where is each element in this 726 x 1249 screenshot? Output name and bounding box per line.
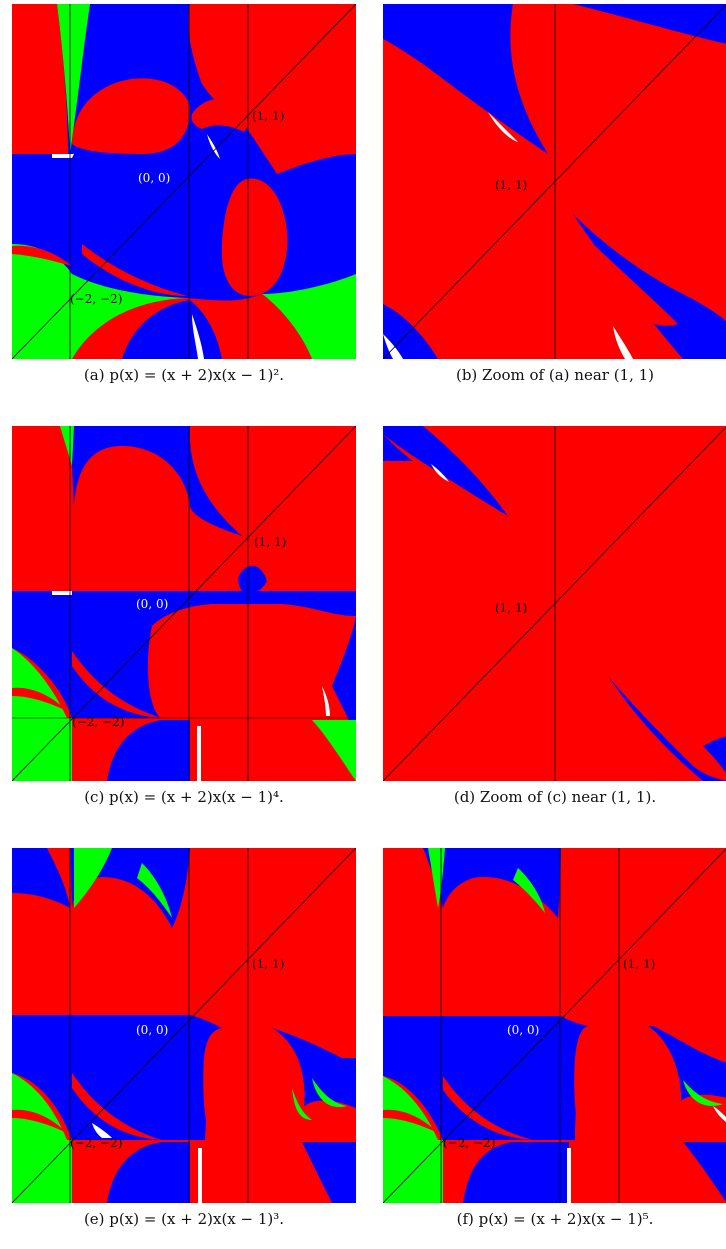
point-label: (−2, −2)	[72, 715, 124, 729]
region-green	[312, 720, 356, 781]
region-blue	[12, 848, 70, 908]
region-white	[192, 314, 204, 359]
region-blue	[302, 1142, 356, 1203]
region-white	[713, 1106, 726, 1123]
region-red	[201, 604, 332, 718]
diagonal-line	[383, 426, 726, 781]
region-blue	[383, 426, 508, 516]
region-blue	[107, 1142, 190, 1203]
region-white	[92, 1123, 112, 1138]
point-label: (−2, −2)	[70, 1136, 122, 1150]
region-green	[683, 1080, 723, 1106]
region-red	[574, 1026, 682, 1140]
point-label: (0, 0)	[507, 1023, 539, 1037]
region-white	[322, 686, 330, 716]
region-red	[188, 4, 356, 174]
diagonal-line	[383, 848, 726, 1203]
region-blue	[573, 214, 726, 359]
region-red	[72, 78, 190, 154]
region-red	[203, 1028, 305, 1140]
region-white	[567, 1148, 571, 1203]
basin-plot-c: (1, 1) (0, 0) (−2, −2)	[12, 426, 356, 781]
region-red	[191, 98, 248, 132]
region-red	[12, 4, 68, 154]
point-label: (1, 1)	[254, 535, 286, 549]
region-green	[292, 1088, 312, 1120]
region-red	[221, 178, 288, 296]
point-label: (1, 1)	[252, 957, 284, 971]
point-label: (−2, −2)	[443, 1136, 495, 1150]
region-red	[12, 1109, 67, 1133]
region-red	[12, 245, 72, 266]
panel-f: (1, 1) (0, 0) (−2, −2)	[383, 848, 726, 1203]
point-label: (1, 1)	[252, 109, 284, 123]
region-white	[197, 726, 201, 781]
region-green	[513, 868, 545, 913]
region-blue	[423, 848, 561, 918]
region-red	[72, 651, 162, 718]
region-white	[52, 591, 72, 595]
panel-d: (1, 1)	[383, 426, 726, 781]
region-blue	[573, 4, 726, 44]
caption-b: (b) Zoom of (a) near (1, 1)	[455, 366, 655, 384]
region-white	[198, 1148, 202, 1203]
region-green	[137, 863, 172, 918]
region-green	[57, 4, 90, 154]
point-label: (−2, −2)	[70, 292, 122, 306]
basin-plot-f: (1, 1) (0, 0) (−2, −2)	[383, 848, 726, 1203]
region-blue	[238, 565, 267, 593]
panel-b: (1, 1)	[383, 4, 726, 359]
region-blue	[383, 434, 413, 461]
region-white	[207, 134, 220, 159]
caption-e: (e) p(x) = (x + 2)x(x − 1)³.	[83, 1210, 285, 1228]
region-white	[431, 464, 449, 482]
region-white	[52, 154, 74, 158]
panel-a: (1, 1) (0, 0) (−2, −2)	[12, 4, 356, 359]
region-blue	[683, 1142, 726, 1202]
region-blue	[107, 720, 190, 781]
region-green	[312, 1078, 347, 1108]
region-white	[613, 326, 633, 359]
basin-plot-a: (1, 1) (0, 0) (−2, −2)	[12, 4, 356, 359]
basin-plot-e: (1, 1) (0, 0) (−2, −2)	[12, 848, 356, 1203]
panel-c: (1, 1) (0, 0) (−2, −2)	[12, 426, 356, 781]
panel-e: (1, 1) (0, 0) (−2, −2)	[12, 848, 356, 1203]
region-green	[383, 1076, 443, 1203]
point-label: (1, 1)	[623, 957, 655, 971]
region-green	[12, 648, 72, 781]
region-blue	[70, 426, 242, 536]
caption-a: (a) p(x) = (x + 2)x(x − 1)².	[83, 366, 285, 384]
region-red	[72, 1073, 162, 1140]
region-blue	[703, 736, 726, 773]
point-label: (0, 0)	[136, 1023, 168, 1037]
region-red	[383, 1109, 438, 1133]
region-green	[12, 1073, 72, 1203]
region-white	[488, 112, 518, 142]
point-label: (0, 0)	[138, 171, 170, 185]
point-label: (1, 1)	[495, 178, 527, 192]
region-red	[12, 687, 67, 711]
region-green	[60, 426, 74, 466]
region-green	[262, 274, 356, 359]
diagonal-line	[383, 4, 726, 359]
region-red	[583, 234, 678, 326]
point-label: (0, 0)	[136, 597, 168, 611]
region-red	[443, 1076, 533, 1140]
caption-d: (d) Zoom of (c) near (1, 1).	[453, 788, 657, 806]
basin-plot-b: (1, 1)	[383, 4, 726, 359]
region-blue	[383, 4, 548, 154]
region-green	[74, 848, 112, 908]
diagonal-line	[12, 4, 356, 359]
basin-plot-d: (1, 1)	[383, 426, 726, 781]
region-blue	[463, 1142, 569, 1203]
point-label: (1, 1)	[495, 601, 527, 615]
caption-c: (c) p(x) = (x + 2)x(x − 1)⁴.	[84, 788, 284, 806]
diagonal-line	[12, 426, 356, 781]
region-green	[12, 244, 187, 359]
region-white	[383, 334, 403, 359]
caption-f: (f) p(x) = (x + 2)x(x − 1)⁵.	[456, 1210, 654, 1228]
diagonal-line	[12, 848, 356, 1203]
region-blue	[332, 616, 356, 736]
